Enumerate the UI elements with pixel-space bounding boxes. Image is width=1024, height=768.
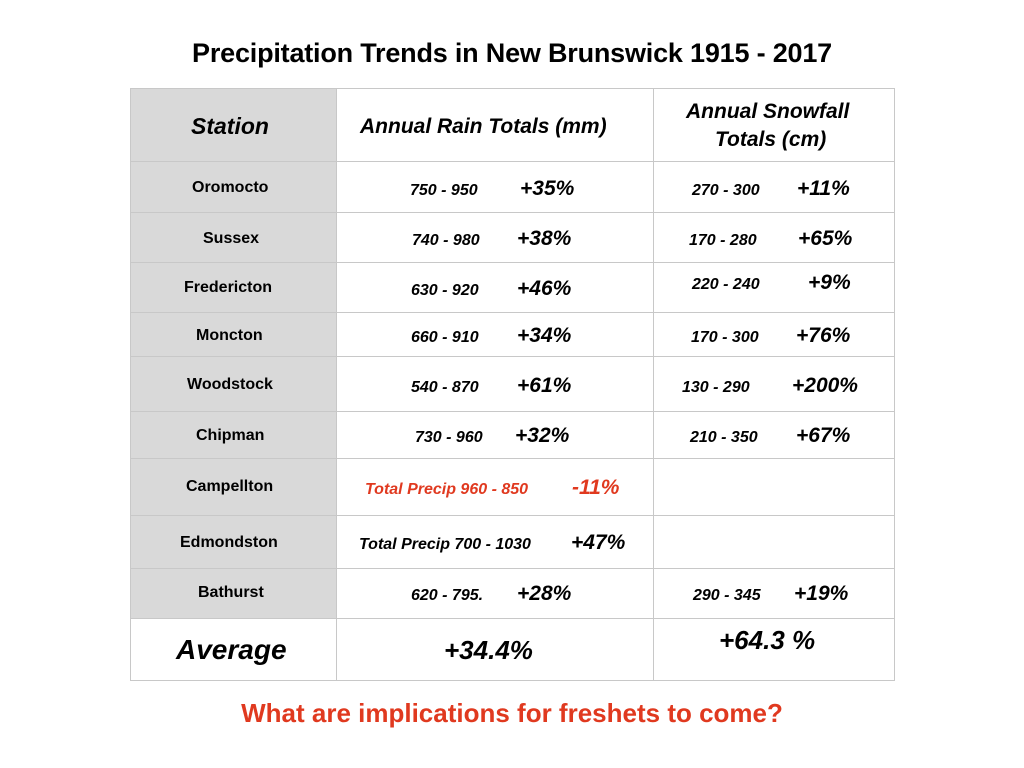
snow-range: 170 - 300 — [691, 329, 759, 346]
rain-range: 660 - 910 — [411, 329, 479, 346]
rain-range: 750 - 950 — [410, 182, 478, 199]
rain-percent: +38% — [517, 227, 572, 250]
snow-range: 220 - 240 — [692, 276, 760, 293]
row-divider — [131, 618, 894, 619]
snow-range: 290 - 345 — [693, 587, 761, 604]
row-divider — [131, 212, 894, 213]
rain-percent: +46% — [517, 277, 572, 300]
row-divider — [131, 458, 894, 459]
station-name: Oromocto — [192, 179, 269, 196]
precipitation-table: Station Annual Rain Totals (mm) Annual S… — [130, 88, 895, 681]
row-divider — [131, 515, 894, 516]
snow-range: 130 - 290 — [682, 379, 750, 396]
snow-range: 270 - 300 — [692, 182, 760, 199]
rain-percent: +28% — [517, 582, 572, 605]
rain-range: 620 - 795. — [411, 587, 484, 604]
rain-range: Total Precip 700 - 1030 — [359, 536, 531, 553]
rain-range: Total Precip 960 - 850 — [365, 481, 529, 498]
row-divider — [131, 262, 894, 263]
station-name: Woodstock — [187, 376, 273, 393]
rain-range: 730 - 960 — [415, 429, 483, 446]
rain-percent: +47% — [571, 531, 626, 554]
snow-range: 170 - 280 — [689, 232, 757, 249]
rain-range: 630 - 920 — [411, 282, 479, 299]
column-divider — [653, 89, 654, 680]
average-snow: +64.3 % — [719, 625, 816, 655]
rain-percent: +61% — [517, 374, 572, 397]
snow-percent: +76% — [796, 324, 851, 347]
rain-percent: +34% — [517, 324, 572, 347]
station-name: Chipman — [196, 427, 265, 444]
row-divider — [131, 161, 894, 162]
station-name: Campellton — [186, 478, 274, 495]
header-snow-line1: Annual Snowfall — [686, 100, 850, 123]
station-name: Edmondston — [180, 534, 278, 551]
rain-percent: -11% — [572, 476, 620, 499]
station-name: Moncton — [196, 327, 263, 344]
header-snow-line2: Totals (cm) — [715, 128, 827, 151]
rain-range: 740 - 980 — [412, 232, 480, 249]
average-rain: +34.4% — [444, 635, 533, 665]
column-divider — [336, 89, 337, 680]
snow-percent: +19% — [794, 582, 849, 605]
snow-percent: +200% — [792, 374, 858, 397]
station-name: Sussex — [203, 230, 260, 247]
station-column-background — [131, 89, 336, 618]
rain-percent: +32% — [515, 424, 570, 447]
snow-percent: +9% — [808, 271, 851, 294]
header-station: Station — [191, 113, 269, 139]
station-name: Bathurst — [198, 584, 264, 601]
snow-percent: +11% — [797, 177, 850, 200]
snow-percent: +65% — [798, 227, 853, 250]
row-divider — [131, 411, 894, 412]
rain-range: 540 - 870 — [411, 379, 479, 396]
snow-range: 210 - 350 — [690, 429, 758, 446]
row-divider — [131, 568, 894, 569]
page-title: Precipitation Trends in New Brunswick 19… — [192, 38, 832, 68]
rain-percent: +35% — [520, 177, 575, 200]
row-divider — [131, 312, 894, 313]
station-name: Fredericton — [184, 279, 273, 296]
average-label: Average — [176, 634, 287, 665]
header-rain: Annual Rain Totals (mm) — [360, 115, 607, 138]
discussion-question: What are implications for freshets to co… — [241, 698, 783, 728]
snow-percent: +67% — [796, 424, 851, 447]
row-divider — [131, 356, 894, 357]
